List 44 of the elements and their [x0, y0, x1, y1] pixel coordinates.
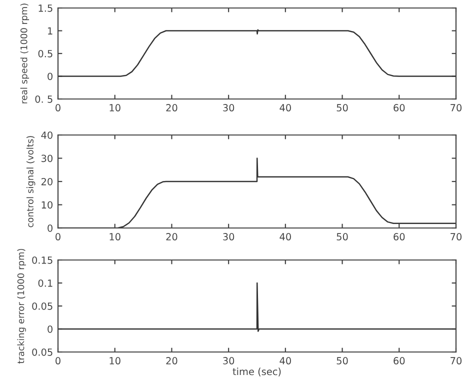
x-tick-label: 20	[166, 357, 178, 364]
x-tick-label: 0	[56, 357, 60, 364]
x-tick-label: 40	[280, 233, 291, 240]
y-tick-label: 1.5	[38, 4, 52, 12]
x-tick-label: 50	[336, 104, 348, 112]
x-tick-label: 10	[110, 233, 120, 240]
y-axis-title: tracking error (1000 rpm)	[17, 248, 26, 364]
x-axis-title: time (sec)	[232, 368, 281, 376]
x-tick-label: 0	[56, 104, 60, 112]
y-tick-label: 10	[42, 201, 52, 209]
x-tick-label: 60	[394, 357, 405, 364]
y-tick-label: 0	[48, 72, 52, 80]
x-tick-label: 20	[166, 233, 178, 240]
x-tick-label: 60	[394, 233, 405, 240]
x-tick-label: 30	[223, 357, 234, 364]
x-tick-label: 30	[223, 104, 234, 112]
y-tick-label: 1	[48, 27, 52, 34]
y-tick-label: 0. 5	[35, 95, 52, 103]
y-tick-label: 0	[48, 224, 52, 232]
x-tick-label: 70	[450, 104, 462, 112]
y-tick-label: 0.15	[32, 256, 52, 264]
x-tick-label: 40	[280, 104, 291, 112]
y-tick-label: 0	[48, 325, 52, 333]
y-tick-label: 40	[41, 131, 52, 139]
x-tick-label: 10	[110, 104, 120, 112]
y-tick-label: 0.1	[38, 279, 52, 287]
y-tick-label: 30	[42, 154, 52, 162]
x-tick-label: 70	[450, 357, 462, 364]
y-axis-title: real speed (1000 rpm)	[20, 4, 30, 104]
x-tick-label: 50	[336, 357, 348, 364]
y-axis-title: control signal (volts)	[26, 136, 36, 228]
x-tick-label: 50	[336, 233, 348, 240]
y-tick-label: 20	[41, 178, 52, 186]
x-tick-label: 40	[280, 357, 291, 364]
line-series	[58, 29, 456, 77]
x-tick-label: 60	[394, 104, 405, 112]
x-tick-label: 20	[166, 104, 178, 112]
y-tick-label: 0.05	[32, 302, 52, 310]
y-tick-label: 0.05	[32, 348, 52, 356]
x-tick-label: 10	[110, 357, 120, 364]
x-tick-label: 30	[223, 233, 234, 240]
x-tick-label: 70	[450, 233, 462, 240]
x-tick-label: 0	[56, 233, 60, 240]
y-tick-label: 0.5	[38, 50, 52, 58]
